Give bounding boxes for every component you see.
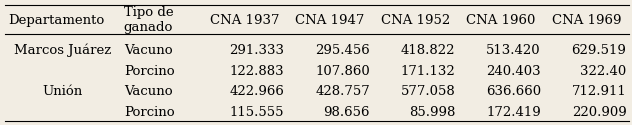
Text: Unión: Unión	[42, 85, 83, 98]
Text: 220.909: 220.909	[572, 106, 626, 119]
Text: Porcino: Porcino	[124, 64, 174, 78]
Text: 98.656: 98.656	[324, 106, 370, 119]
Text: 107.860: 107.860	[315, 64, 370, 78]
Text: 171.132: 171.132	[401, 64, 456, 78]
Text: Departamento: Departamento	[9, 14, 105, 27]
Text: 428.757: 428.757	[315, 85, 370, 98]
Text: 322.40: 322.40	[580, 64, 626, 78]
Text: 422.966: 422.966	[229, 85, 284, 98]
Text: 636.660: 636.660	[486, 85, 541, 98]
Text: 172.419: 172.419	[486, 106, 541, 119]
Text: 513.420: 513.420	[486, 44, 541, 57]
Text: 295.456: 295.456	[315, 44, 370, 57]
Text: 122.883: 122.883	[230, 64, 284, 78]
Text: 85.998: 85.998	[409, 106, 456, 119]
Text: Tipo de
ganado: Tipo de ganado	[124, 6, 173, 34]
Text: Marcos Juárez: Marcos Juárez	[14, 44, 111, 57]
Text: 418.822: 418.822	[401, 44, 456, 57]
Text: 115.555: 115.555	[230, 106, 284, 119]
Text: 712.911: 712.911	[572, 85, 626, 98]
Text: CNA 1960: CNA 1960	[466, 14, 536, 27]
Text: 291.333: 291.333	[229, 44, 284, 57]
Text: 629.519: 629.519	[571, 44, 626, 57]
Text: Porcino: Porcino	[124, 106, 174, 119]
Text: CNA 1952: CNA 1952	[381, 14, 450, 27]
Text: CNA 1947: CNA 1947	[295, 14, 365, 27]
Text: CNA 1937: CNA 1937	[210, 14, 279, 27]
Text: 240.403: 240.403	[486, 64, 541, 78]
Text: CNA 1969: CNA 1969	[552, 14, 621, 27]
Text: Vacuno: Vacuno	[124, 44, 173, 57]
Text: Vacuno: Vacuno	[124, 85, 173, 98]
Text: 577.058: 577.058	[401, 85, 456, 98]
